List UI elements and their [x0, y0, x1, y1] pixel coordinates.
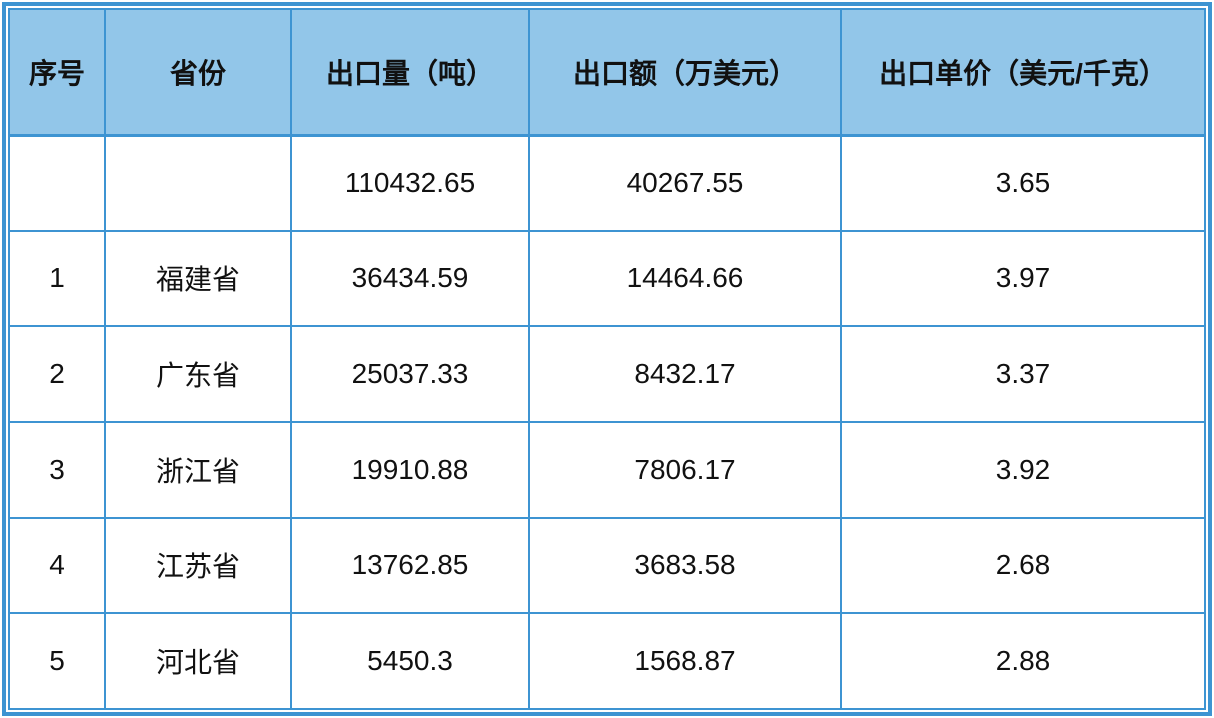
cell-value: 40267.55 [528, 134, 842, 232]
column-header-unit-price: 出口单价（美元/千克） [840, 8, 1206, 137]
cell-province: 浙江省 [104, 420, 292, 519]
cell-province: 福建省 [104, 229, 292, 328]
table-row: 2 广东省 25037.33 8432.17 3.37 [8, 325, 1206, 423]
column-header-export-value: 出口额（万美元） [528, 8, 842, 137]
cell-province [104, 134, 292, 232]
cell-volume: 110432.65 [290, 134, 530, 232]
cell-index: 1 [8, 229, 106, 328]
table-row: 1 福建省 36434.59 14464.66 3.97 [8, 229, 1206, 328]
province-export-table: 序号 省份 出口量（吨） 出口额（万美元） 出口单价（美元/千克） 110432… [8, 8, 1206, 710]
cell-index [8, 134, 106, 232]
cell-price: 3.92 [840, 420, 1206, 519]
column-header-index: 序号 [8, 8, 106, 137]
cell-value: 14464.66 [528, 229, 842, 328]
cell-value: 8432.17 [528, 325, 842, 423]
cell-price: 3.37 [840, 325, 1206, 423]
column-header-export-volume: 出口量（吨） [290, 8, 530, 137]
cell-price: 2.68 [840, 516, 1206, 615]
table-row: 5 河北省 5450.3 1568.87 2.88 [8, 612, 1206, 710]
table-header-row: 序号 省份 出口量（吨） 出口额（万美元） 出口单价（美元/千克） [8, 8, 1206, 137]
table-row: 3 浙江省 19910.88 7806.17 3.92 [8, 420, 1206, 519]
cell-index: 2 [8, 325, 106, 423]
cell-index: 5 [8, 612, 106, 710]
cell-price: 3.97 [840, 229, 1206, 328]
cell-volume: 13762.85 [290, 516, 530, 615]
cell-volume: 36434.59 [290, 229, 530, 328]
cell-index: 3 [8, 420, 106, 519]
table-row-total: 110432.65 40267.55 3.65 [8, 134, 1206, 232]
table-row: 4 江苏省 13762.85 3683.58 2.68 [8, 516, 1206, 615]
cell-value: 1568.87 [528, 612, 842, 710]
cell-index: 4 [8, 516, 106, 615]
cell-province: 江苏省 [104, 516, 292, 615]
cell-volume: 25037.33 [290, 325, 530, 423]
cell-value: 7806.17 [528, 420, 842, 519]
cell-volume: 5450.3 [290, 612, 530, 710]
cell-value: 3683.58 [528, 516, 842, 615]
column-header-province: 省份 [104, 8, 292, 137]
cell-province: 河北省 [104, 612, 292, 710]
cell-province: 广东省 [104, 325, 292, 423]
cell-volume: 19910.88 [290, 420, 530, 519]
cell-price: 2.88 [840, 612, 1206, 710]
cell-price: 3.65 [840, 134, 1206, 232]
